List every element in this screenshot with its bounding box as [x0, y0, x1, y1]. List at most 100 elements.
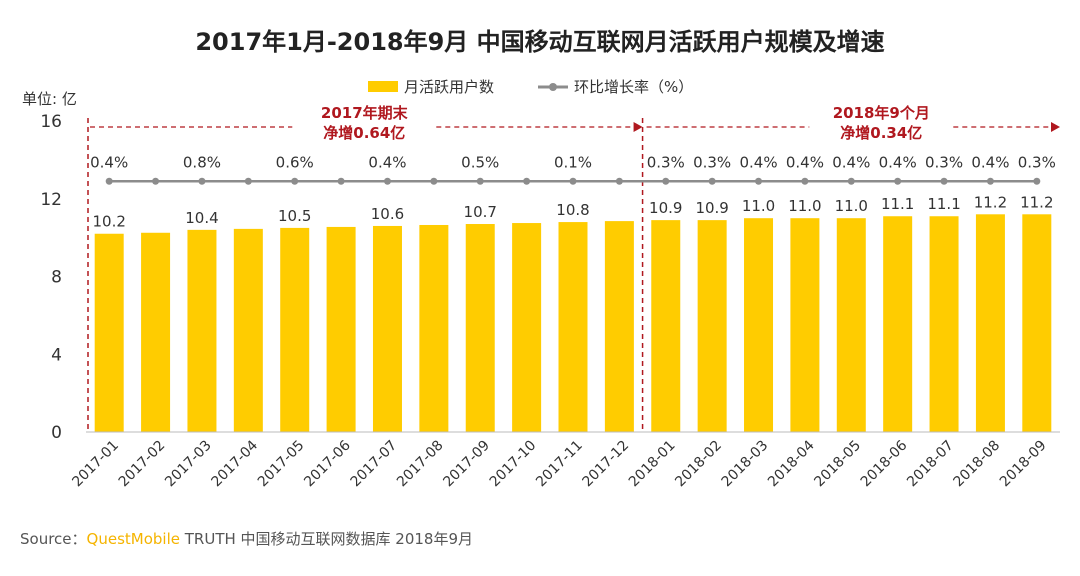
- bar: [141, 232, 171, 432]
- y-tick-label: 16: [40, 112, 62, 132]
- x-tick-label: 2017-01: [69, 438, 122, 491]
- rate-point: [105, 177, 113, 185]
- rate-point: [1033, 177, 1041, 185]
- x-tick-label: 2018-09: [997, 438, 1050, 491]
- rate-point: [244, 177, 252, 185]
- chart-title: 2017年1月-2018年9月 中国移动互联网月活跃用户规模及增速: [195, 28, 884, 56]
- rate-series: [105, 177, 1041, 185]
- y-tick-label: 4: [51, 345, 62, 365]
- x-tick-label: 2017-07: [348, 438, 401, 491]
- bar: [94, 233, 124, 432]
- rate-point: [523, 177, 531, 185]
- x-tick-label: 2018-06: [858, 437, 911, 490]
- x-tick-label: 2018-03: [719, 438, 772, 491]
- bar-data-label: 10.2: [92, 213, 125, 231]
- annotation-text: 2018年9个月: [833, 104, 930, 122]
- x-tick-label: 2017-11: [533, 438, 586, 491]
- rate-point: [569, 177, 577, 185]
- bar: [419, 224, 449, 432]
- bar-series: [94, 214, 1052, 432]
- y-tick-label: 12: [40, 190, 62, 210]
- bar: [697, 220, 727, 432]
- bar: [836, 218, 866, 432]
- x-tick-label: 2018-07: [904, 438, 957, 491]
- bar: [929, 216, 959, 432]
- annotation-arrowhead: [633, 122, 643, 132]
- rate-point: [615, 177, 623, 185]
- rate-point: [476, 177, 484, 185]
- x-tick-label: 2017-02: [116, 438, 169, 491]
- bar-data-label: 10.8: [556, 201, 589, 219]
- legend-line-label: 环比增长率（%）: [574, 78, 693, 96]
- bar-data-label: 11.1: [881, 195, 914, 213]
- source-prefix: Source：: [20, 530, 87, 548]
- x-tick-label: 2018-01: [626, 438, 679, 491]
- x-tick-label: 2017-03: [162, 438, 215, 491]
- rate-point: [708, 177, 716, 185]
- rate-point: [894, 177, 902, 185]
- rate-point: [430, 177, 438, 185]
- annotation-text: 净增0.64亿: [323, 124, 405, 142]
- legend-bar-swatch: [368, 81, 398, 92]
- legend: 月活跃用户数 环比增长率（%）: [368, 78, 693, 96]
- bar-data-label: 10.4: [185, 209, 218, 227]
- annotation-text: 净增0.34亿: [840, 124, 922, 142]
- rate-point: [662, 177, 670, 185]
- x-tick-label: 2017-10: [487, 438, 540, 491]
- rate-data-label: 0.3%: [693, 153, 731, 171]
- bar: [233, 228, 263, 432]
- bar-labels: 10.2 10.4 10.5 10.6 10.7 10.8 10.9 10.9 11.0 11.0…: [92, 193, 1053, 230]
- unit-label: 单位: 亿: [22, 90, 77, 108]
- rate-data-label: 0.4%: [90, 153, 128, 171]
- source-text: TRUTH 中国移动互联网数据库 2018年9月: [180, 530, 473, 548]
- x-tick-label: 2018-02: [672, 438, 725, 491]
- rate-point: [986, 177, 994, 185]
- x-tick-label: 2017-08: [394, 438, 447, 491]
- rate-data-label: 0.4%: [832, 153, 870, 171]
- x-tick-label: 2018-04: [765, 437, 818, 490]
- rate-data-label: 0.4%: [879, 153, 917, 171]
- y-axis: 0 4 8 12 16: [40, 112, 62, 443]
- rate-data-label: 0.6%: [276, 153, 314, 171]
- rate-data-label: 0.3%: [925, 153, 963, 171]
- bar-data-label: 11.1: [927, 195, 960, 213]
- bar-data-label: 10.7: [464, 203, 497, 221]
- bar-data-label: 11.2: [974, 193, 1007, 211]
- rate-point: [940, 177, 948, 185]
- rate-data-label: 0.8%: [183, 153, 221, 171]
- rate-data-label: 0.5%: [461, 153, 499, 171]
- bar-data-label: 10.9: [649, 199, 682, 217]
- bar-data-label: 10.6: [371, 205, 404, 223]
- source-note: Source：QuestMobile TRUTH 中国移动互联网数据库 2018…: [20, 530, 473, 548]
- bar-data-label: 11.2: [1020, 193, 1053, 211]
- x-tick-label: 2017-09: [440, 438, 493, 491]
- rate-point: [383, 177, 391, 185]
- source-brand: QuestMobile: [87, 530, 180, 548]
- bar: [744, 218, 774, 432]
- x-tick-label: 2018-05: [811, 438, 864, 491]
- bar: [1022, 214, 1052, 432]
- rate-point: [755, 177, 763, 185]
- bar: [604, 221, 634, 432]
- bar: [512, 223, 542, 432]
- bar-data-label: 11.0: [742, 197, 775, 215]
- rate-data-label: 0.3%: [1018, 153, 1056, 171]
- y-tick-label: 0: [51, 423, 62, 443]
- bar: [558, 222, 588, 432]
- x-tick-label: 2018-08: [951, 438, 1004, 491]
- bar-data-label: 10.9: [695, 199, 728, 217]
- bar: [790, 218, 820, 432]
- rate-data-label: 0.4%: [739, 153, 777, 171]
- svg-text:Source：QuestMobile TRUTH 中国移动互: Source：QuestMobile TRUTH 中国移动互联网数据库 2018…: [20, 530, 473, 548]
- rate-point: [337, 177, 345, 185]
- rate-data-label: 0.4%: [368, 153, 406, 171]
- bar: [280, 227, 310, 432]
- bar-data-label: 11.0: [835, 197, 868, 215]
- y-tick-label: 8: [51, 268, 62, 288]
- x-tick-label: 2017-05: [255, 438, 308, 491]
- bar: [651, 220, 681, 432]
- legend-bar-label: 月活跃用户数: [404, 78, 494, 96]
- bar: [326, 226, 356, 432]
